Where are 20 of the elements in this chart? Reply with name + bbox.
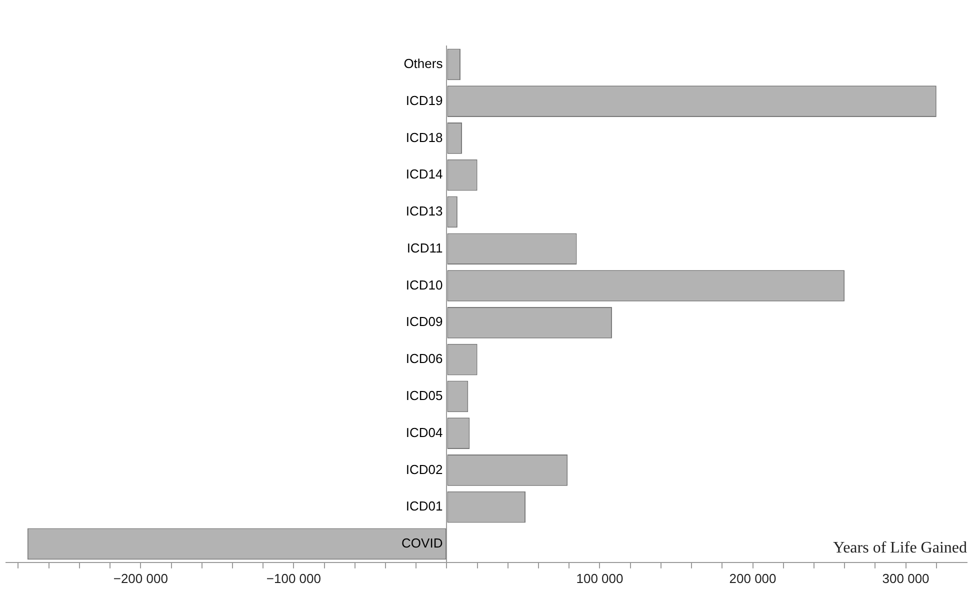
y-tick-label: ICD09 <box>406 314 443 330</box>
y-tick-label: ICD05 <box>406 388 443 403</box>
x-tick-label: 100 000 <box>576 570 624 586</box>
y-tick-label: COVID <box>402 536 443 551</box>
y-tick-label: ICD13 <box>406 204 443 219</box>
x-tick-label: −200 000 <box>113 570 168 586</box>
y-tick-label: ICD02 <box>406 462 443 477</box>
y-tick-label: ICD18 <box>406 130 443 145</box>
y-tick-label: ICD10 <box>406 277 443 292</box>
y-tick-label: Others <box>404 56 444 72</box>
y-tick-label: ICD19 <box>406 92 443 108</box>
x-tick-label: −100 000 <box>266 570 321 586</box>
y-tick-label: ICD01 <box>406 498 443 514</box>
y-tick-label: ICD06 <box>406 351 443 366</box>
y-tick-label: ICD11 <box>406 240 443 256</box>
x-tick-label: 200 000 <box>729 570 776 586</box>
x-tick-label: 300 000 <box>882 570 930 586</box>
y-tick-label: ICD14 <box>406 166 443 182</box>
x-axis-title: Years of Life Gained <box>833 540 967 557</box>
y-tick-label: ICD04 <box>406 424 443 440</box>
